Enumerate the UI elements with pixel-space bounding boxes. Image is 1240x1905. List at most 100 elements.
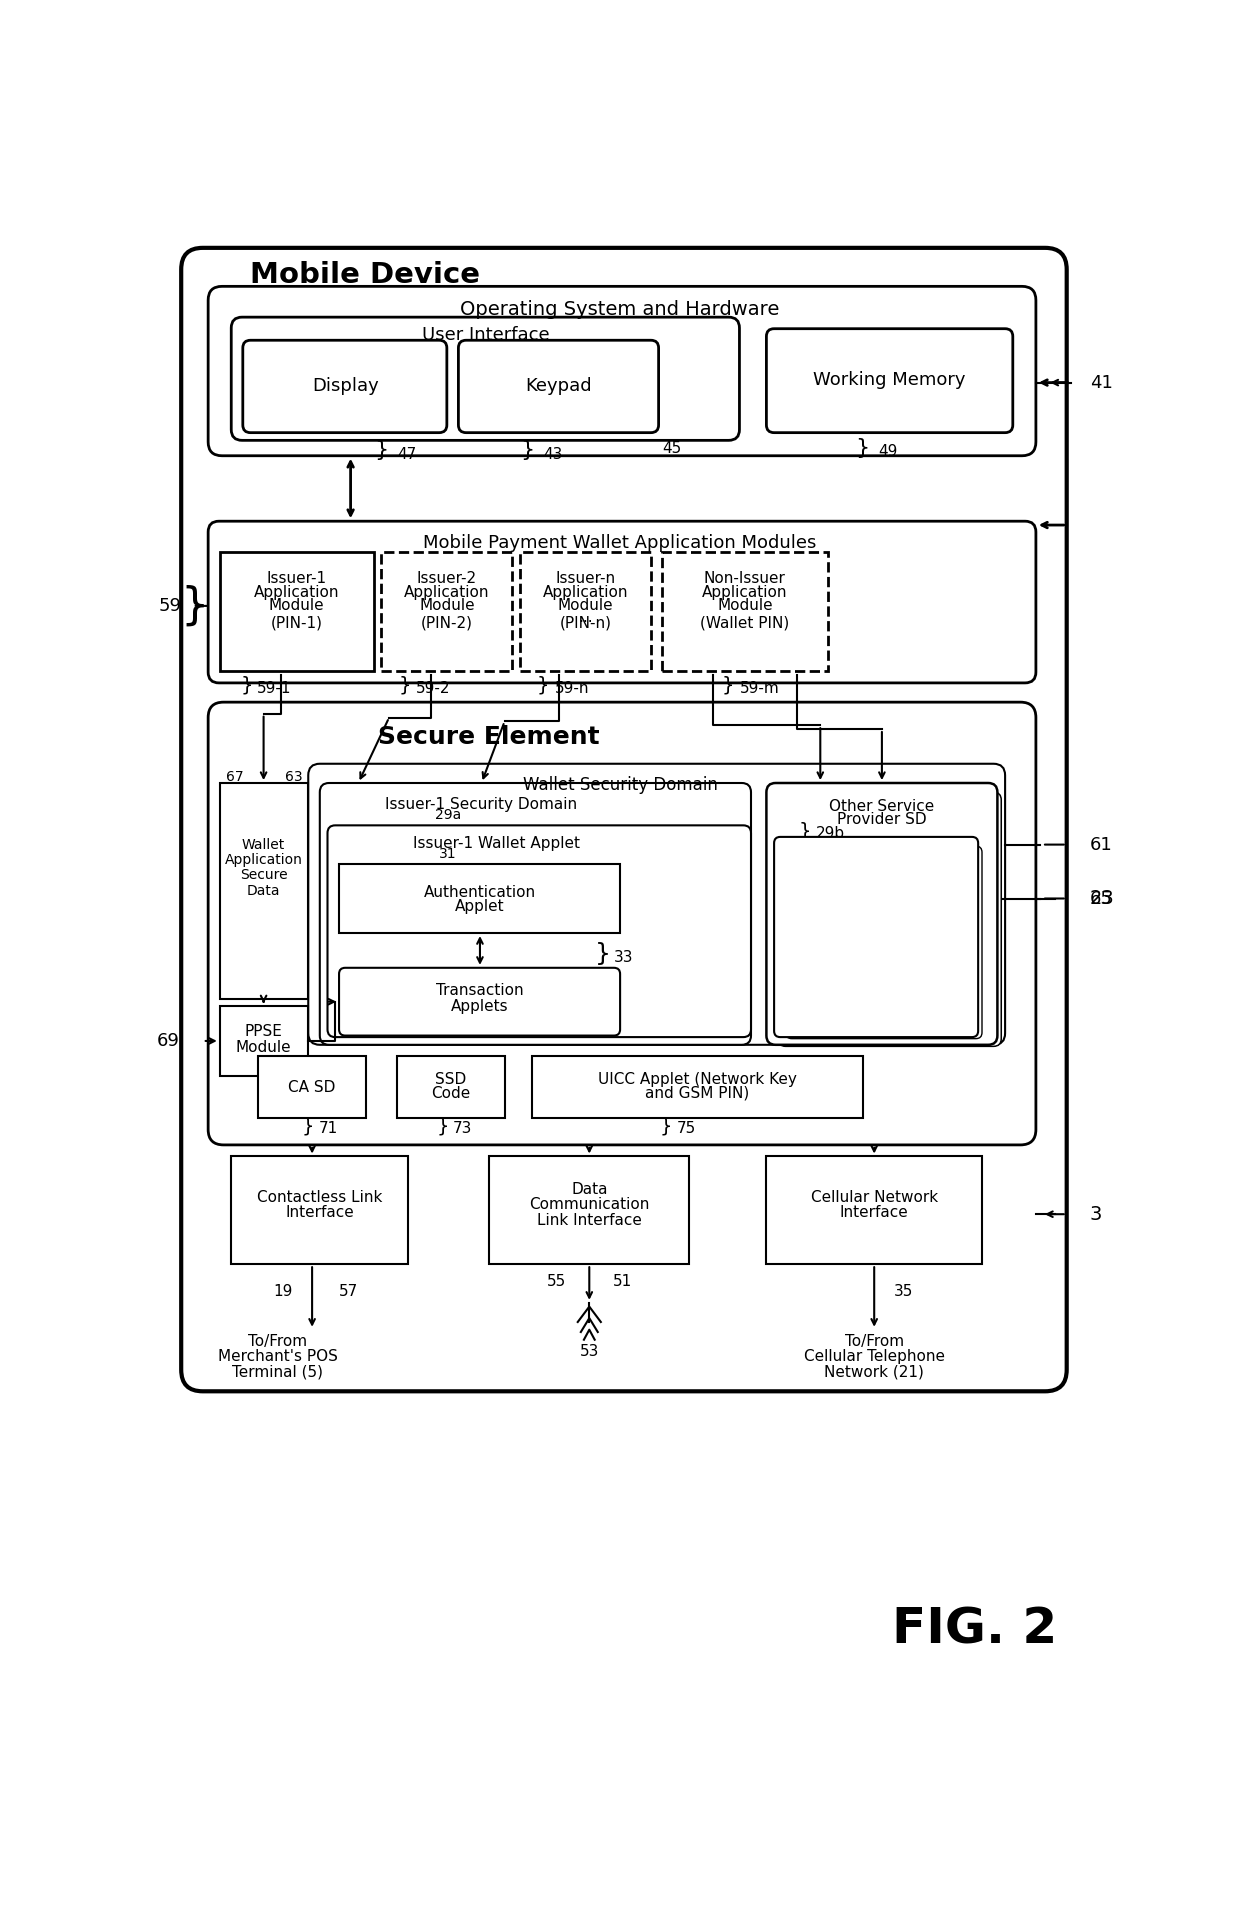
Text: Other Service: Other Service: [830, 798, 935, 813]
Text: 51: 51: [613, 1274, 631, 1290]
FancyBboxPatch shape: [786, 846, 982, 1038]
Text: Merchant's POS: Merchant's POS: [217, 1349, 337, 1364]
Text: }: }: [799, 821, 811, 840]
Text: Application: Application: [404, 585, 490, 600]
Text: (Wallet PIN): (Wallet PIN): [701, 615, 790, 631]
Bar: [532, 1057, 863, 1118]
Text: User Interface: User Interface: [422, 326, 549, 345]
FancyBboxPatch shape: [774, 789, 997, 1044]
Text: Issuer-2: Issuer-2: [417, 572, 477, 585]
Text: Other: Other: [854, 903, 898, 918]
Bar: [766, 1156, 982, 1265]
Text: Data: Data: [572, 1183, 608, 1196]
Text: 73: 73: [453, 1122, 472, 1135]
Text: 57: 57: [339, 1284, 358, 1299]
Text: 3: 3: [1090, 1204, 1102, 1223]
Text: Code: Code: [432, 1086, 470, 1101]
Text: 41: 41: [1090, 373, 1112, 392]
Text: }: }: [181, 585, 210, 627]
Text: 71: 71: [319, 1122, 337, 1135]
Text: Module: Module: [419, 598, 475, 613]
FancyBboxPatch shape: [774, 836, 978, 1036]
Text: Application: Application: [254, 585, 340, 600]
Text: Transaction: Transaction: [436, 983, 523, 998]
Text: FIG. 2: FIG. 2: [892, 1606, 1056, 1654]
Text: 23: 23: [1090, 890, 1115, 909]
Text: Interface: Interface: [285, 1206, 355, 1221]
Text: }: }: [436, 1116, 449, 1135]
FancyBboxPatch shape: [208, 286, 1035, 455]
Text: 67: 67: [226, 770, 243, 783]
Text: }: }: [398, 676, 410, 695]
Text: Secure: Secure: [239, 869, 288, 882]
Text: To/From: To/From: [248, 1334, 308, 1349]
Text: To/From: To/From: [844, 1334, 904, 1349]
FancyBboxPatch shape: [766, 330, 1013, 432]
Text: Authentication: Authentication: [424, 884, 536, 899]
FancyBboxPatch shape: [320, 783, 751, 1044]
Text: 69: 69: [156, 1033, 180, 1050]
Text: (PIN-n): (PIN-n): [559, 615, 611, 631]
Text: 49: 49: [878, 444, 898, 459]
FancyBboxPatch shape: [327, 825, 751, 1036]
Text: }: }: [303, 1116, 315, 1135]
Text: 53: 53: [579, 1343, 599, 1358]
Text: Issuer-1: Issuer-1: [267, 572, 327, 585]
Text: (PIN-2): (PIN-2): [420, 615, 472, 631]
Text: 59-n: 59-n: [554, 680, 589, 695]
FancyBboxPatch shape: [766, 783, 997, 1044]
Text: ...: ...: [578, 610, 593, 625]
Text: Application: Application: [543, 585, 629, 600]
Text: Cellular Telephone: Cellular Telephone: [804, 1349, 945, 1364]
Text: 59-1: 59-1: [257, 680, 291, 695]
Text: Terminal (5): Terminal (5): [232, 1364, 322, 1379]
Text: Module: Module: [269, 598, 325, 613]
Text: UICC Applet (Network Key: UICC Applet (Network Key: [598, 1073, 796, 1088]
FancyBboxPatch shape: [777, 840, 975, 1033]
Bar: [397, 1057, 505, 1118]
Text: 29b: 29b: [816, 827, 844, 842]
Text: 33: 33: [614, 949, 634, 964]
Text: }: }: [521, 440, 534, 461]
Text: Data: Data: [247, 884, 280, 897]
Text: Issuer-1 Wallet Applet: Issuer-1 Wallet Applet: [413, 836, 580, 850]
Text: Link Interface: Link Interface: [537, 1213, 642, 1229]
Text: Working Memory: Working Memory: [813, 371, 966, 389]
Text: PPSE: PPSE: [244, 1025, 283, 1040]
Text: Issuer-n: Issuer-n: [556, 572, 615, 585]
Text: Application: Application: [224, 853, 303, 867]
Text: Applet: Applet: [455, 899, 505, 914]
Text: 59-2: 59-2: [417, 680, 450, 695]
FancyBboxPatch shape: [770, 787, 993, 1040]
Bar: [520, 552, 651, 671]
FancyBboxPatch shape: [339, 968, 620, 1036]
Text: }: }: [722, 676, 734, 695]
Text: Mobile Payment Wallet Application Modules: Mobile Payment Wallet Application Module…: [423, 533, 817, 552]
Bar: [339, 863, 620, 933]
FancyBboxPatch shape: [231, 316, 739, 440]
Bar: [382, 552, 512, 671]
Text: }: }: [660, 1116, 672, 1135]
Text: Issuer-1 Security Domain: Issuer-1 Security Domain: [386, 796, 578, 812]
Text: }: }: [537, 676, 549, 695]
FancyBboxPatch shape: [309, 764, 1006, 1044]
FancyBboxPatch shape: [208, 703, 1035, 1145]
Bar: [231, 1156, 408, 1265]
FancyBboxPatch shape: [777, 792, 1001, 1046]
Text: }: }: [595, 941, 611, 966]
Text: 45: 45: [662, 440, 682, 455]
Text: Wallet: Wallet: [242, 838, 285, 852]
FancyBboxPatch shape: [208, 522, 1035, 682]
Text: CA SD: CA SD: [289, 1080, 336, 1095]
Text: Applets: Applets: [847, 930, 904, 945]
Text: Communication: Communication: [529, 1198, 650, 1212]
Text: Secure Element: Secure Element: [378, 724, 600, 749]
Text: 63: 63: [285, 770, 303, 783]
Text: 31: 31: [439, 848, 456, 861]
Text: 35: 35: [894, 1284, 913, 1299]
Bar: [662, 552, 828, 671]
Text: Interface: Interface: [839, 1206, 909, 1221]
Bar: [219, 552, 373, 671]
Text: Keypad: Keypad: [526, 377, 591, 396]
FancyBboxPatch shape: [243, 341, 446, 432]
